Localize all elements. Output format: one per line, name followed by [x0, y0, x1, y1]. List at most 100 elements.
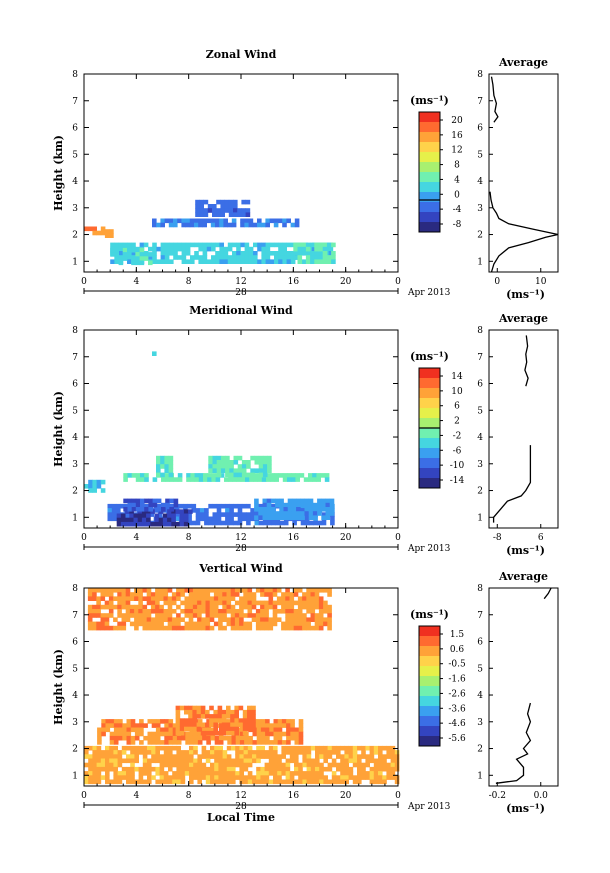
heatmap-cell [277, 766, 282, 772]
heatmap-cell [138, 750, 144, 755]
heatmap-cell [340, 775, 345, 780]
heatmap-cell [164, 468, 169, 473]
heatmap-cell [310, 745, 316, 751]
heatmap-cell [173, 242, 178, 248]
heatmap-cell [88, 488, 93, 493]
heatmap-cell [138, 588, 143, 593]
heatmap-cell [207, 208, 213, 213]
heatmap-cell [129, 604, 135, 610]
heatmap-cell [113, 758, 118, 764]
heatmap-cell [252, 750, 257, 755]
heatmap-cell [151, 758, 156, 764]
heatmap-cell [310, 251, 315, 256]
y-axis-label: Height (km) [52, 391, 65, 467]
heatmap-cell [329, 502, 335, 508]
x-tick-label: 0 [395, 277, 401, 287]
heatmap-cell [117, 621, 122, 627]
heatmap-cell [326, 259, 332, 264]
x-tick-label: 16 [288, 791, 300, 801]
heatmap-cell [230, 718, 235, 723]
heatmap-cell [120, 503, 125, 509]
heatmap-cell [378, 758, 383, 764]
heatmap-cell [234, 625, 240, 631]
heatmap-cell [176, 766, 181, 772]
heatmap-cell [237, 212, 242, 217]
heatmap-cell [323, 745, 328, 751]
heatmap-cell [247, 609, 253, 614]
heatmap-cell [251, 714, 256, 719]
heatmap-cell [92, 625, 97, 631]
heatmap-cell [92, 779, 97, 785]
heatmap-cell [116, 517, 122, 523]
heatmap-cell [168, 766, 173, 772]
colorbar-segment [419, 182, 440, 193]
heatmap-cell [260, 719, 266, 724]
heatmap-cell [302, 600, 307, 606]
heatmap-cell [390, 758, 396, 764]
heatmap-cell [287, 473, 292, 478]
heatmap-cell [310, 758, 316, 764]
heatmap-cell [214, 758, 219, 764]
heatmap-cell [189, 754, 194, 759]
heatmap-cell [188, 625, 194, 631]
heatmap-cell [96, 766, 102, 772]
heatmap-cell [321, 512, 327, 517]
heatmap-cell [258, 515, 263, 520]
heatmap-cell [306, 609, 311, 614]
heatmap-cell [190, 473, 195, 478]
heatmap-cell [118, 735, 123, 741]
heatmap-cell [168, 460, 174, 465]
heatmap-cell [357, 775, 362, 780]
heatmap-cell [318, 259, 324, 264]
heatmap-cell [96, 609, 101, 614]
heatmap-cell [96, 604, 101, 610]
heatmap-cell [369, 745, 375, 751]
heatmap-cell [209, 718, 214, 723]
heatmap-cell [215, 259, 220, 264]
heatmap-cell [116, 508, 121, 513]
heatmap-cell [97, 735, 102, 741]
heatmap-cell [121, 745, 127, 751]
heatmap-cell [306, 617, 311, 622]
heatmap-cell [308, 515, 314, 520]
heatmap-cell [314, 592, 320, 597]
heatmap-cell [222, 779, 228, 785]
heatmap-cell [310, 242, 315, 248]
heatmap-cell [88, 479, 93, 485]
x-tick-label: 4 [133, 533, 139, 543]
heatmap-cell [133, 517, 139, 523]
heatmap-cell [209, 722, 214, 728]
y-axis-label: Height (km) [52, 135, 65, 211]
heatmap-cell [294, 727, 300, 733]
heatmap-cell [323, 588, 328, 593]
heatmap-cell [212, 468, 218, 473]
heatmap-cell [159, 621, 164, 627]
heatmap-cell [152, 477, 158, 482]
heatmap-cell [96, 621, 101, 627]
heatmap-cell [262, 464, 268, 469]
heatmap-cell [117, 771, 123, 776]
heatmap-cell [373, 758, 379, 764]
heatmap-cell [317, 502, 322, 508]
heatmap-cell [92, 621, 97, 627]
heatmap-cell [202, 246, 208, 252]
heatmap-cell [129, 596, 135, 601]
heatmap-cell [196, 705, 202, 711]
heatmap-cell [273, 740, 279, 745]
heatmap-cell [206, 719, 211, 724]
colorbar-tick-label: -14 [450, 476, 465, 486]
heatmap-cell [382, 745, 387, 751]
heatmap-cell [235, 750, 240, 755]
heatmap-cell [124, 503, 129, 509]
x-tick-label: 12 [235, 277, 246, 287]
heatmap-cell [155, 617, 160, 622]
heatmap-cell [138, 621, 143, 627]
heatmap-cell [218, 617, 223, 622]
heatmap-cell [222, 766, 228, 772]
heatmap-cell [266, 511, 272, 516]
heatmap-cell [278, 251, 283, 256]
heatmap-cell [348, 771, 354, 776]
heatmap-cell [109, 750, 114, 755]
heatmap-cell [205, 609, 211, 614]
y-tick-label: 3 [72, 204, 78, 214]
